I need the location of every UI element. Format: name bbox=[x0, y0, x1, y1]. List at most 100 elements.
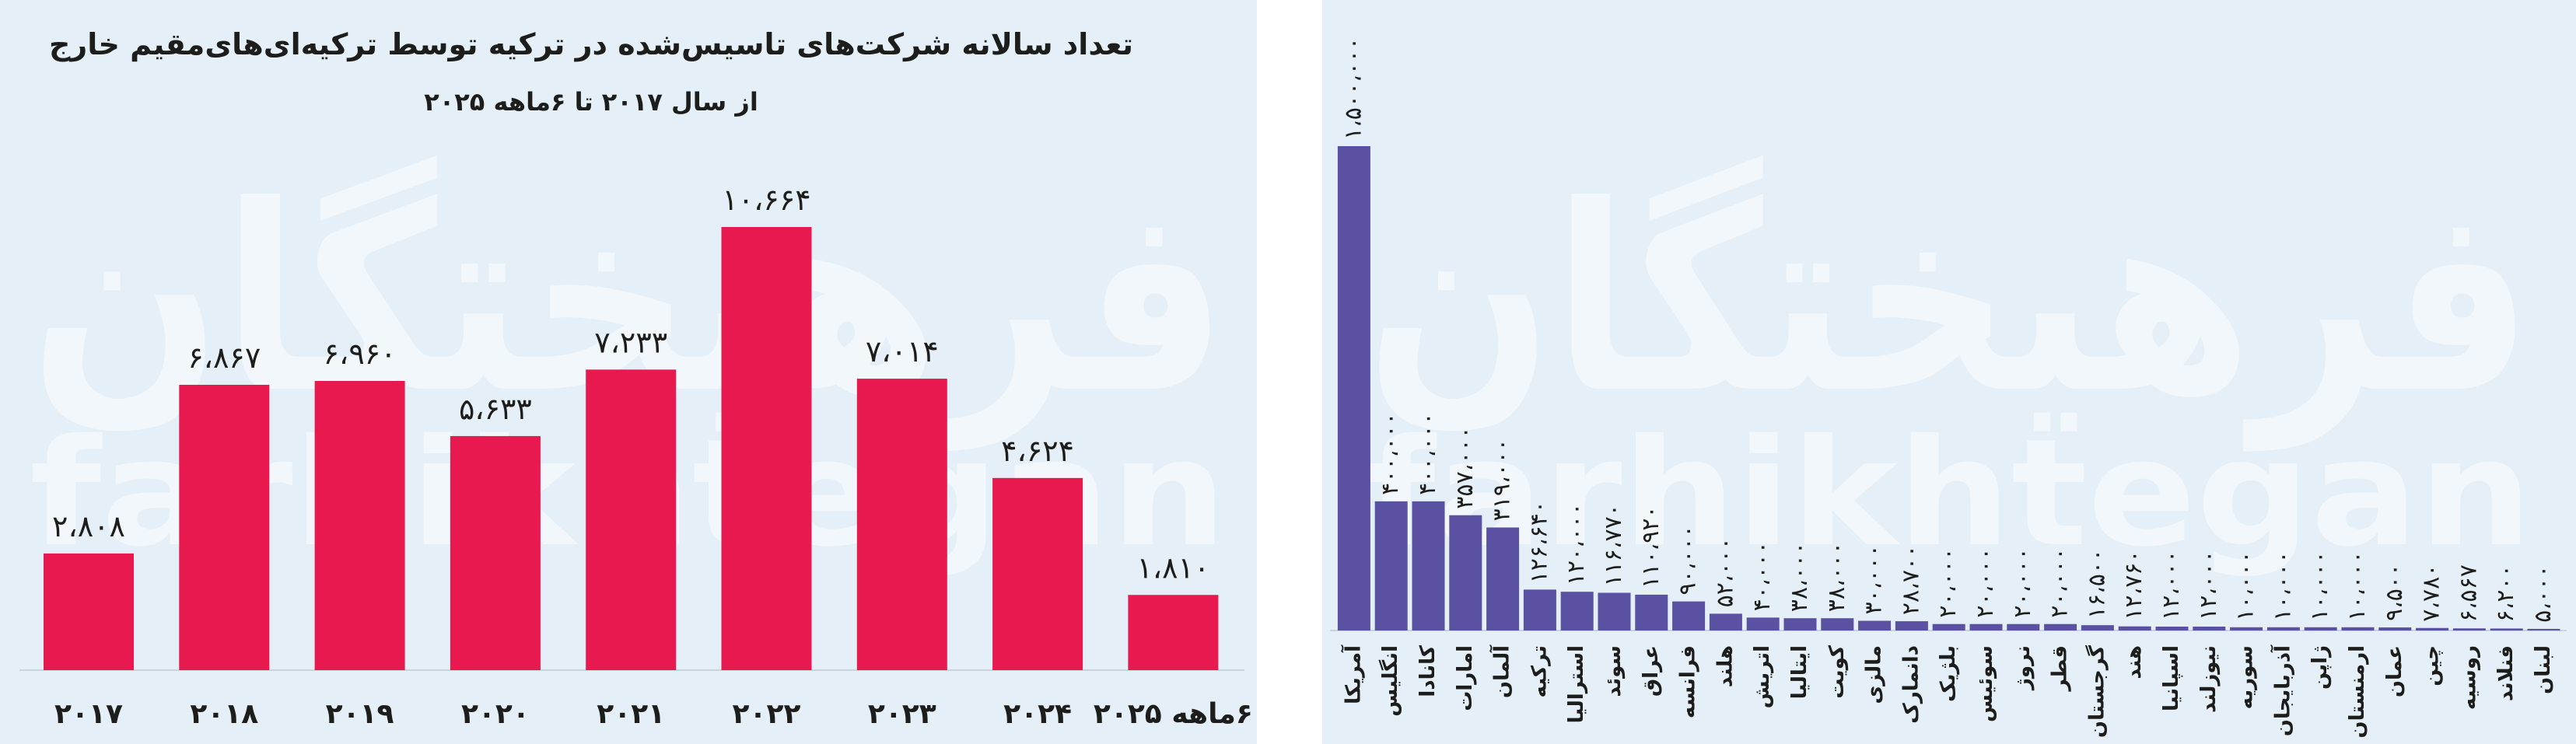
value-label: ۳۱۹،۰۰۰ bbox=[1489, 438, 1516, 521]
x-tick-label: فرانسه bbox=[1677, 645, 1700, 718]
x-tick-label: مالزی bbox=[1863, 645, 1886, 704]
bar bbox=[1858, 620, 1892, 630]
value-label: ۱،۵۰۰،۰۰۰ bbox=[1339, 37, 1367, 140]
value-label: ۴۰،۰۰۰ bbox=[1748, 541, 1776, 611]
value-label: ۹،۵۰۰ bbox=[2381, 564, 2408, 621]
x-tick-label: سوئد bbox=[1602, 645, 1626, 697]
value-label: ۱۶،۵۰۰ bbox=[2083, 549, 2110, 619]
x-tick-label: آذربایجان bbox=[2270, 644, 2294, 736]
value-label: ۴،۶۲۴ bbox=[1001, 434, 1074, 468]
value-label: ۶،۲۰۰ bbox=[2492, 564, 2519, 622]
x-tick-label: نروژ bbox=[2011, 645, 2035, 691]
bar bbox=[1598, 592, 1631, 630]
x-tick-label: استرالیا bbox=[1565, 645, 1588, 723]
x-tick-label: ۶ماهه ۲۰۲۵ bbox=[1094, 698, 1253, 730]
x-tick-label: ۲۰۲۴ bbox=[1003, 698, 1072, 730]
value-label: ۳۸،۰۰۰ bbox=[1786, 542, 1813, 612]
bar bbox=[586, 369, 677, 670]
value-label: ۵،۶۳۳ bbox=[459, 392, 532, 426]
x-tick-label: ۲۰۲۳ bbox=[868, 698, 936, 730]
value-label: ۵،۰۰۰ bbox=[2529, 565, 2557, 623]
x-tick-label: ۲۰۲۰ bbox=[461, 698, 530, 730]
x-tick-label: ژاپن bbox=[2308, 645, 2332, 690]
bar bbox=[856, 379, 947, 670]
x-tick-label: ۲۰۱۷ bbox=[54, 698, 123, 730]
bar bbox=[2230, 627, 2263, 630]
x-tick-label: گرجستان bbox=[2084, 644, 2109, 738]
value-label: ۷،۰۱۴ bbox=[866, 334, 939, 369]
bar bbox=[2452, 628, 2486, 630]
value-label: ۶،۸۶۷ bbox=[187, 341, 261, 375]
bar bbox=[2044, 623, 2077, 630]
x-tick-label: اسپانیا bbox=[2160, 645, 2183, 711]
bar bbox=[1635, 594, 1668, 630]
value-label: ۷،۲۳۳ bbox=[594, 325, 667, 359]
bar bbox=[1821, 618, 1854, 630]
bar bbox=[1932, 623, 1965, 630]
bar bbox=[1969, 623, 2003, 630]
value-label: ۱۲،۰۰۰ bbox=[2195, 550, 2222, 620]
value-label: ۴۰۰،۰۰۰ bbox=[1377, 412, 1404, 494]
bar bbox=[179, 384, 270, 670]
bar bbox=[1672, 601, 1706, 630]
value-label: ۵۲،۰۰۰ bbox=[1711, 537, 1738, 607]
x-tick-label: ۲۰۱۹ bbox=[326, 698, 394, 730]
bar bbox=[2155, 627, 2189, 630]
value-label: ۳۰،۰۰۰ bbox=[1860, 544, 1888, 614]
x-tick-label: هند bbox=[2123, 645, 2146, 679]
value-label: ۲۰،۰۰۰ bbox=[2009, 547, 2036, 617]
value-label: ۶،۹۶۰ bbox=[324, 337, 397, 371]
x-tick-label: روسیه bbox=[2457, 645, 2480, 710]
x-tick-label: بلژیک bbox=[1937, 645, 1960, 702]
bar bbox=[314, 380, 405, 670]
x-tick-label: ارمنستان bbox=[2346, 645, 2369, 739]
x-tick-label: انگلیس bbox=[1378, 645, 1402, 717]
value-label: ۱۰،۰۰۰ bbox=[2269, 551, 2296, 621]
x-tick-label: ایتالیا bbox=[1788, 645, 1811, 699]
bar bbox=[450, 435, 541, 670]
bar bbox=[2341, 627, 2375, 630]
watermark: farhikhtegan bbox=[1366, 407, 2532, 579]
value-label: ۳۸،۰۰۰ bbox=[1823, 542, 1850, 612]
x-tick-label: ترکیه bbox=[1528, 645, 1551, 697]
value-label: ۱۰،۰۰۰ bbox=[2343, 551, 2371, 621]
value-label: ۶،۵۶۷ bbox=[2455, 564, 2482, 622]
value-label: ۲۸،۷۰۰ bbox=[1897, 545, 1924, 615]
x-tick-label: سوئیس bbox=[1974, 645, 1997, 722]
bar bbox=[2490, 628, 2523, 630]
bar bbox=[1709, 613, 1742, 630]
x-tick-label: چین bbox=[2420, 645, 2444, 686]
bar bbox=[1895, 621, 1928, 630]
value-label: ۱۰،۶۶۴ bbox=[722, 183, 810, 217]
bar bbox=[2527, 628, 2560, 630]
x-tick-label: عراق bbox=[1640, 645, 1663, 697]
bar bbox=[2304, 627, 2337, 630]
x-tick-label: سوریه bbox=[2235, 645, 2258, 709]
bar bbox=[1783, 618, 1817, 630]
value-label: ۱۰،۰۰۰ bbox=[2306, 551, 2333, 621]
x-tick-label: ۲۰۲۱ bbox=[597, 698, 665, 730]
bar bbox=[2266, 627, 2300, 630]
chart-title: تعداد سالانه شرکت‌های تاسیس‌شده در ترکیه… bbox=[49, 27, 1133, 62]
value-label: ۳۵۷،۰۰۰ bbox=[1451, 426, 1479, 508]
bar bbox=[2193, 627, 2226, 630]
bar bbox=[1128, 595, 1219, 670]
value-label: ۱۲،۰۰۰ bbox=[2158, 550, 2185, 620]
value-label: ۲۰،۰۰۰ bbox=[1972, 547, 1999, 617]
bar bbox=[1449, 515, 1482, 630]
bar bbox=[1374, 501, 1408, 630]
bar bbox=[2118, 626, 2151, 630]
bar bbox=[992, 477, 1083, 670]
bar bbox=[2378, 627, 2412, 630]
x-tick-label: امارات bbox=[1454, 645, 1477, 711]
bar bbox=[1412, 501, 1445, 630]
bar bbox=[44, 553, 134, 670]
value-label: ۲۰،۰۰۰ bbox=[1934, 547, 1962, 617]
value-label: ۲،۸۰۸ bbox=[52, 509, 125, 543]
value-label: ۱۲۰،۰۰۰ bbox=[1563, 503, 1590, 585]
x-tick-label: آمریکا bbox=[1340, 644, 1365, 704]
bar bbox=[1746, 617, 1780, 630]
chart-subtitle: از سال ۲۰۱۷ تا ۶ماهه ۲۰۲۵ bbox=[424, 87, 758, 117]
value-label: ۴۰۰،۰۰۰ bbox=[1414, 412, 1441, 494]
